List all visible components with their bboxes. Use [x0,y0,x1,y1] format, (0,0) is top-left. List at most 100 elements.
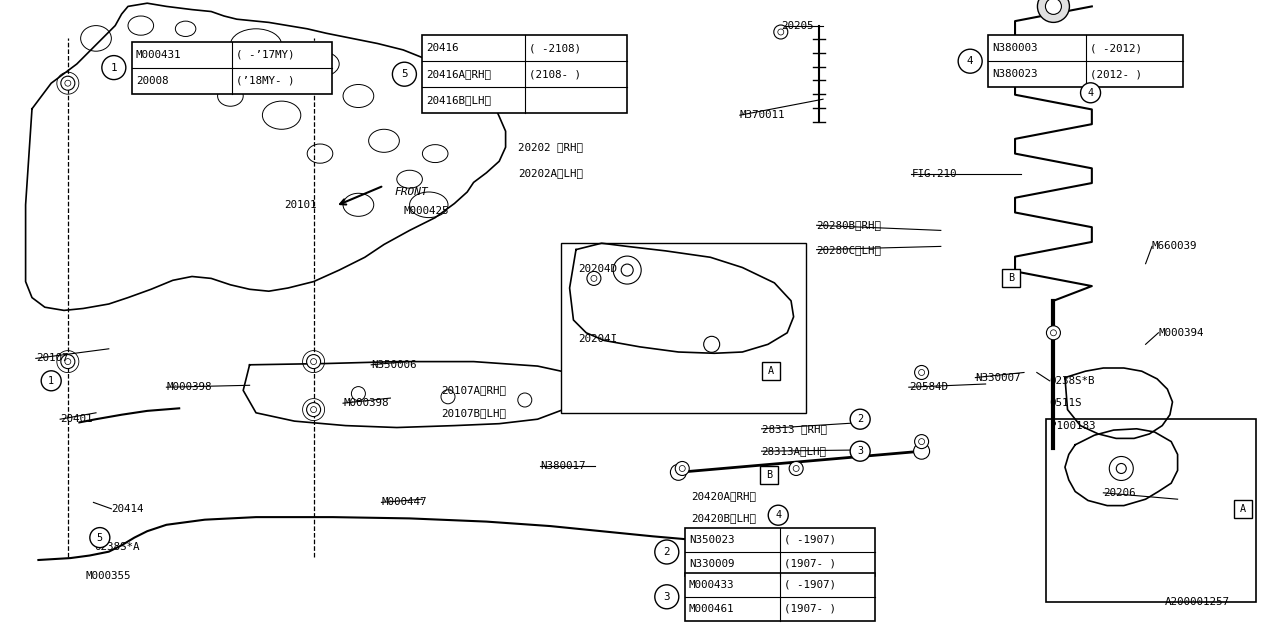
Text: 20280C〈LH〉: 20280C〈LH〉 [817,244,882,255]
Text: 20204I: 20204I [579,334,617,344]
Text: 0238S*B: 0238S*B [1050,376,1096,386]
Text: N380003: N380003 [992,44,1038,53]
Circle shape [850,409,870,429]
Circle shape [1038,0,1070,22]
Text: ( -2012): ( -2012) [1089,44,1142,53]
Text: A200001257: A200001257 [1165,596,1230,607]
Bar [760,466,778,484]
Circle shape [854,444,867,458]
Circle shape [959,49,982,73]
Text: M000398: M000398 [166,382,212,392]
Text: M000431: M000431 [136,50,182,60]
Bar [1002,269,1020,287]
Circle shape [307,355,320,369]
Circle shape [768,505,788,525]
Bar [422,35,627,113]
Circle shape [1046,0,1061,15]
Circle shape [774,25,787,39]
Text: 20101: 20101 [284,200,316,210]
Circle shape [102,56,125,79]
Text: M000425: M000425 [403,206,449,216]
Circle shape [41,371,61,391]
Circle shape [1047,326,1060,340]
Text: 20204D: 20204D [579,264,617,274]
Text: B: B [767,470,772,480]
Text: 4: 4 [776,510,781,520]
Text: 20280B〈RH〉: 20280B〈RH〉 [817,220,882,230]
Circle shape [591,275,596,282]
Text: 2: 2 [858,414,863,424]
Text: 20107B〈LH〉: 20107B〈LH〉 [442,408,507,418]
Text: FIG.210: FIG.210 [911,169,957,179]
Circle shape [655,540,678,564]
Circle shape [671,465,686,480]
Text: ( -2108): ( -2108) [529,44,581,53]
Circle shape [588,271,600,285]
Circle shape [311,358,316,365]
Text: A: A [768,366,773,376]
Text: N350006: N350006 [371,360,417,370]
Text: (1907- ): (1907- ) [783,604,836,614]
Text: 1: 1 [110,63,116,72]
Circle shape [850,441,870,461]
Text: 20008: 20008 [136,76,169,86]
Text: N330009: N330009 [689,559,735,569]
Circle shape [778,29,783,35]
Circle shape [915,365,928,380]
Text: 20416A〈RH〉: 20416A〈RH〉 [426,69,492,79]
Text: 0238S*A: 0238S*A [95,542,141,552]
Text: N350023: N350023 [689,535,735,545]
Text: 20202A〈LH〉: 20202A〈LH〉 [518,168,584,178]
Text: 28313 〈RH〉: 28313 〈RH〉 [762,424,827,434]
Circle shape [794,465,799,472]
Text: 28313A〈LH〉: 28313A〈LH〉 [762,446,827,456]
Text: (2108- ): (2108- ) [529,69,581,79]
Circle shape [676,461,689,476]
Text: M000394: M000394 [1158,328,1204,338]
Text: 5: 5 [97,532,102,543]
Bar [762,362,780,380]
Bar [1046,419,1256,602]
Circle shape [914,444,929,460]
Text: 20414: 20414 [111,504,143,514]
Text: M660039: M660039 [1152,241,1198,252]
Text: N380023: N380023 [992,69,1038,79]
Text: N330007: N330007 [975,372,1021,383]
Text: M000447: M000447 [381,497,428,508]
Text: M370011: M370011 [740,110,786,120]
Text: 4: 4 [966,56,973,66]
Circle shape [858,416,863,422]
Text: 0511S: 0511S [1050,398,1082,408]
Circle shape [1051,330,1056,336]
Circle shape [915,435,928,449]
Text: 20416: 20416 [426,44,460,53]
Circle shape [65,358,70,365]
Circle shape [854,412,867,426]
Text: B: B [1009,273,1014,284]
Bar [685,528,874,576]
Circle shape [1080,83,1101,103]
Bar [561,243,806,413]
Text: 20584D: 20584D [909,382,947,392]
Text: 20420A〈RH〉: 20420A〈RH〉 [691,491,756,501]
Bar [685,573,874,621]
Text: P100183: P100183 [1050,420,1096,431]
Text: FRONT: FRONT [394,187,428,197]
Text: 3: 3 [858,446,863,456]
Text: M000398: M000398 [343,398,389,408]
Text: 20401: 20401 [60,414,92,424]
Text: 20107A〈RH〉: 20107A〈RH〉 [442,385,507,396]
Text: (’18MY- ): (’18MY- ) [236,76,294,86]
Circle shape [65,80,70,86]
Bar [1234,500,1252,518]
Circle shape [680,465,685,472]
Text: M000433: M000433 [689,580,735,590]
Circle shape [655,585,678,609]
Text: M000355: M000355 [86,571,132,581]
Circle shape [919,438,924,445]
Text: 5: 5 [401,69,407,79]
Circle shape [776,512,781,518]
Circle shape [61,355,74,369]
Circle shape [919,369,924,376]
Bar [988,35,1183,87]
